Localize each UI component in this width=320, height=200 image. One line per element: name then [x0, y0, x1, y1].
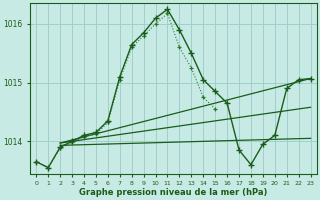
X-axis label: Graphe pression niveau de la mer (hPa): Graphe pression niveau de la mer (hPa)	[79, 188, 268, 197]
